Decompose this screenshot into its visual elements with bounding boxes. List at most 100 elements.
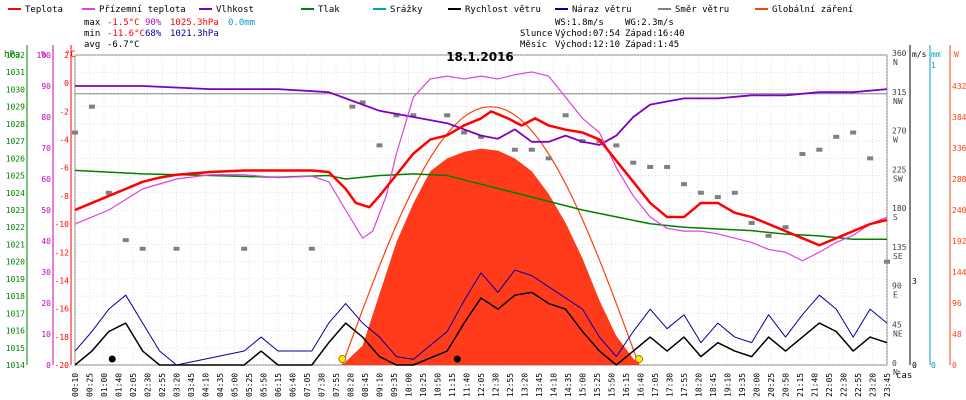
legend-label: Srážky [390,5,423,15]
radiation-tick-label: 192 [952,237,966,246]
pressure-tick-label: 1014 [6,361,25,370]
time-tick-label: 23:20 [869,373,878,397]
stat-max-press: 1025.3hPa [170,18,219,28]
time-tick-label: 09:10 [376,373,385,397]
legend-label: Přízemní teplota [99,5,186,15]
radiation-tick-label: 432 [952,82,966,91]
time-tick-label: 12:55 [506,373,515,397]
ground-temperature-line [74,71,888,262]
legend-label: Směr větru [675,5,729,15]
stat-min-press: 1021.3hPa [170,29,219,39]
time-tick-label: 15:00 [579,373,588,397]
pressure-tick-label: 1015 [6,344,25,353]
legend-label: Náraz větru [572,5,632,15]
direction-tick-label: E [893,291,898,300]
pressure-tick-label: 1023 [6,206,25,215]
time-axis-label: čas [896,370,912,381]
time-tick-label: 15:25 [593,373,602,397]
humidity-tick-label: 50 [41,206,51,215]
moon-marker [453,355,461,363]
stat-min-hum: 68% [145,29,162,39]
time-tick-label: 18:20 [695,373,704,397]
time-tick-label: 22:05 [825,373,834,397]
time-tick-label: 12:05 [477,373,486,397]
time-tick-label: 06:15 [274,373,283,397]
wind-direction-point [241,246,248,251]
humidity-axis-unit: % [41,50,47,60]
radiation-axis-unit: W [954,50,959,59]
wind-direction-point [511,147,518,152]
pressure-tick-label: 1020 [6,258,25,267]
time-tick-label: 23:45 [883,373,892,397]
rain-tick-label: 0 [931,361,936,370]
wind-speed-line [74,291,888,366]
time-tick-label: 14:10 [550,373,559,397]
temperature-line [74,110,888,247]
humidity-tick-label: 10 [41,330,51,339]
moon-label: Měsíc [520,40,547,50]
time-tick-label: 17:05 [651,373,660,397]
radiation-tick-label: 336 [952,144,966,153]
pressure-tick-label: 1024 [6,189,25,198]
pressure-tick-label: 1030 [6,85,25,94]
wind-wg: WG:2.3m/s [625,18,674,28]
pressure-tick-label: 1019 [6,275,25,284]
wind-direction-point [647,164,654,169]
legend-label: Globální záření [772,5,853,15]
wind-direction-point [545,156,552,161]
time-tick-label: 12:30 [492,373,501,397]
wind-direction-point [816,147,823,152]
chart-title: 18.1.2016 [446,50,514,64]
wind-direction-point [562,113,569,118]
time-tick-label: 06:40 [289,373,298,397]
time-tick-label: 20:25 [767,373,776,397]
time-tick-label: 07:05 [303,373,312,397]
time-tick-label: 17:30 [666,373,675,397]
wind-direction-point [799,152,806,157]
humidity-tick-label: 90 [41,82,51,91]
direction-tick-label: SE [893,252,903,261]
wind-direction-point [122,238,129,243]
wind-tick-label: 3 [912,277,917,286]
time-tick-label: 08:20 [347,373,356,397]
direction-tick-degree: 225 [892,165,907,174]
wind-ws: WS:1.8m/s [555,18,604,28]
sun-moon-info: WS:1.8m/s WG:2.3m/s Slunce Východ:07:54 … [520,18,685,50]
humidity-tick-label: 20 [41,299,51,308]
pressure-tick-label: 1025 [6,172,25,181]
wind-axis-unit: m/s [912,50,927,59]
temperature-tick-label: -18 [55,333,70,342]
sun-marker [635,355,643,363]
humidity-tick-label: 80 [41,113,51,122]
wind-direction-point [478,134,484,139]
time-tick-label: 16:15 [622,373,631,397]
direction-tick-label: S [893,213,898,222]
wind-direction-point [867,156,874,161]
time-tick-label: 21:40 [811,373,820,397]
radiation-area [342,148,641,365]
radiation-tick-label: 144 [952,268,966,277]
moon-marker [108,355,116,363]
time-tick-label: 01:00 [100,373,109,397]
plot-area [72,54,890,366]
stat-avg-temp: -6.7°C [107,40,140,50]
sun-set: Západ:16:40 [625,29,685,39]
stat-max-hum: 90% [145,18,162,28]
humidity-tick-label: 70 [41,144,51,153]
time-tick-label: 16:40 [637,373,646,397]
time-tick-label: 09:35 [390,373,399,397]
direction-tick-degree: 180 [892,204,907,213]
wind-direction-point [630,160,637,165]
time-tick-label: 01:40 [115,373,124,397]
time-tick-label: 02:55 [158,373,167,397]
wind-direction-point [461,130,468,135]
wind-direction-point [88,104,95,109]
temperature-tick-label: 2 [64,51,69,60]
wind-direction-point [613,143,620,148]
direction-tick-degree: 270 [892,127,907,136]
direction-tick-degree: 0 [892,359,897,368]
stat-max-label: max [84,18,101,28]
pressure-tick-label: 1029 [6,103,25,112]
time-tick-label: 22:55 [854,373,863,397]
